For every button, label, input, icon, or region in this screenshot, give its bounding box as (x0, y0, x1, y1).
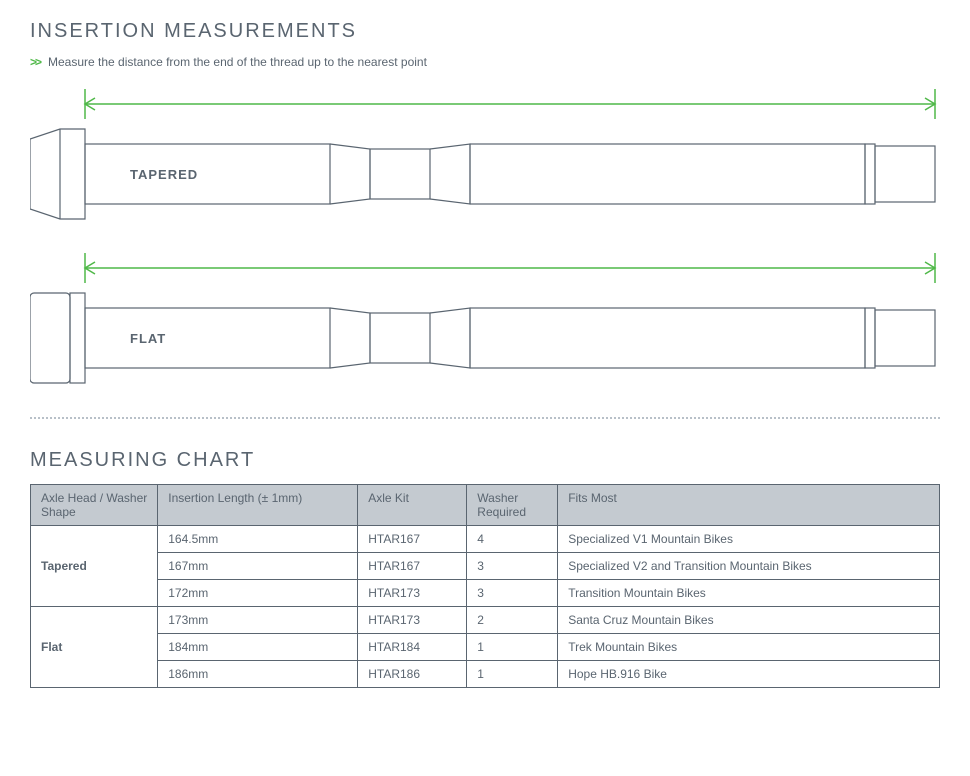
cell-washer: 4 (467, 526, 558, 553)
cell-length: 167mm (158, 553, 358, 580)
col-shape: Axle Head / Washer Shape (31, 485, 158, 526)
cell-kit: HTAR173 (358, 607, 467, 634)
cell-fits: Specialized V1 Mountain Bikes (558, 526, 940, 553)
cell-washer: 3 (467, 553, 558, 580)
cell-length: 172mm (158, 580, 358, 607)
cell-washer: 2 (467, 607, 558, 634)
col-kit: Axle Kit (358, 485, 467, 526)
table-row: Tapered 164.5mm HTAR167 4 Specialized V1… (31, 526, 940, 553)
table-row: 172mm HTAR173 3 Transition Mountain Bike… (31, 580, 940, 607)
tapered-diagram: TAPERED (30, 89, 940, 229)
cell-kit: HTAR173 (358, 580, 467, 607)
cell-fits: Trek Mountain Bikes (558, 634, 940, 661)
table-row: Flat 173mm HTAR173 2 Santa Cruz Mountain… (31, 607, 940, 634)
col-fits: Fits Most (558, 485, 940, 526)
cell-length: 173mm (158, 607, 358, 634)
table-header-row: Axle Head / Washer Shape Insertion Lengt… (31, 485, 940, 526)
tapered-svg: TAPERED (30, 89, 940, 229)
divider (30, 417, 940, 419)
flat-svg: FLAT (30, 253, 940, 393)
cell-fits: Hope HB.916 Bike (558, 661, 940, 688)
cell-length: 186mm (158, 661, 358, 688)
cell-fits: Specialized V2 and Transition Mountain B… (558, 553, 940, 580)
subtitle-row: >> Measure the distance from the end of … (30, 55, 940, 69)
chart-title: MEASURING CHART (30, 449, 940, 472)
insertion-title: INSERTION MEASUREMENTS (30, 20, 940, 43)
flat-diagram: FLAT (30, 253, 940, 393)
table-row: 184mm HTAR184 1 Trek Mountain Bikes (31, 634, 940, 661)
group-tapered: Tapered (31, 526, 158, 607)
flat-label: FLAT (130, 331, 166, 346)
cell-washer: 1 (467, 661, 558, 688)
cell-kit: HTAR184 (358, 634, 467, 661)
cell-fits: Transition Mountain Bikes (558, 580, 940, 607)
tapered-label: TAPERED (130, 167, 198, 182)
chevron-icon: >> (30, 55, 40, 69)
cell-kit: HTAR167 (358, 526, 467, 553)
cell-kit: HTAR186 (358, 661, 467, 688)
col-length: Insertion Length (± 1mm) (158, 485, 358, 526)
cell-fits: Santa Cruz Mountain Bikes (558, 607, 940, 634)
group-flat: Flat (31, 607, 158, 688)
cell-length: 184mm (158, 634, 358, 661)
cell-washer: 3 (467, 580, 558, 607)
table-row: 167mm HTAR167 3 Specialized V2 and Trans… (31, 553, 940, 580)
subtitle-text: Measure the distance from the end of the… (48, 55, 427, 69)
cell-length: 164.5mm (158, 526, 358, 553)
table-row: 186mm HTAR186 1 Hope HB.916 Bike (31, 661, 940, 688)
measuring-table: Axle Head / Washer Shape Insertion Lengt… (30, 484, 940, 688)
cell-kit: HTAR167 (358, 553, 467, 580)
cell-washer: 1 (467, 634, 558, 661)
col-washer: Washer Required (467, 485, 558, 526)
